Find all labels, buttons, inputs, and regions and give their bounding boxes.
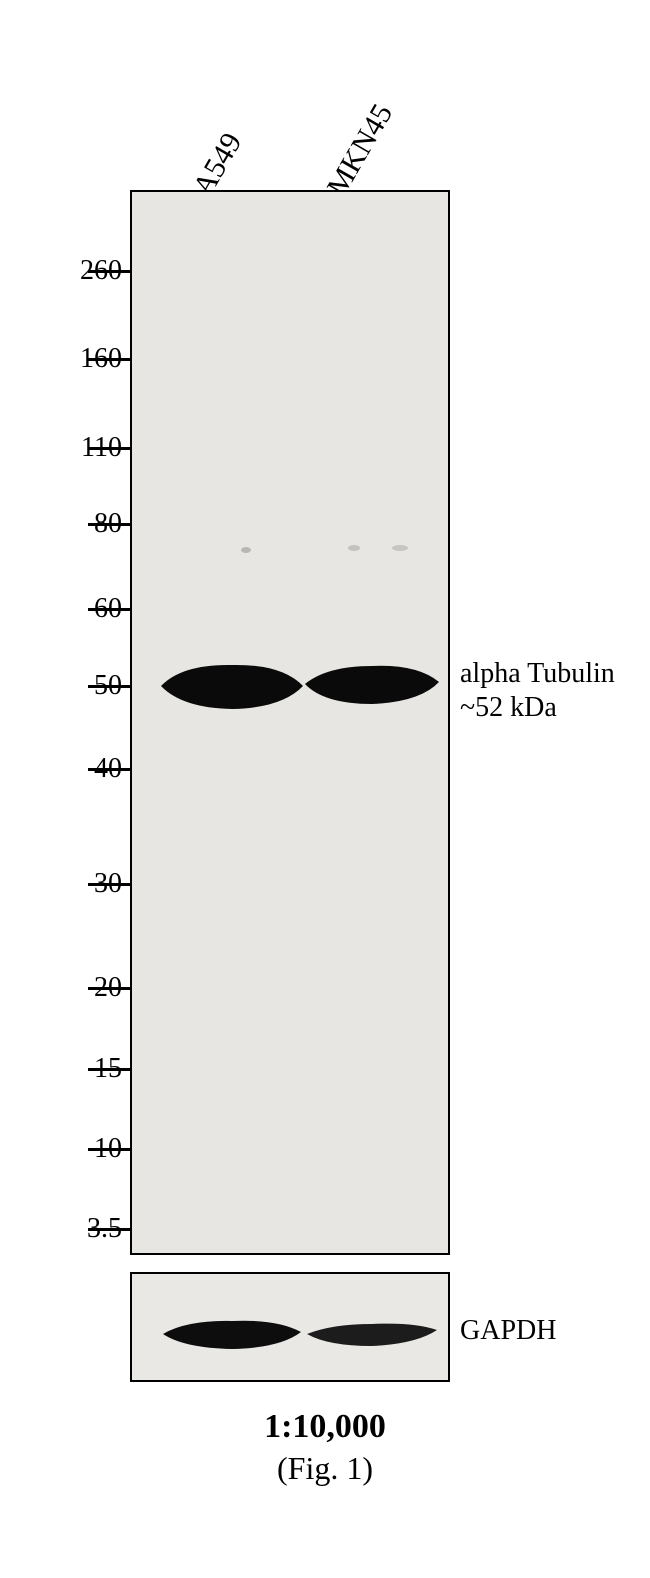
caption-dilution: 1:10,000 bbox=[0, 1408, 650, 1446]
mw-tick-160 bbox=[88, 358, 130, 361]
target-label-line2: ~52 kDa bbox=[460, 690, 557, 725]
mw-tick-80 bbox=[88, 523, 130, 526]
mw-tick-110 bbox=[88, 447, 130, 450]
mw-tick-40 bbox=[88, 768, 130, 771]
mw-tick-3p5 bbox=[88, 1228, 130, 1231]
target-label-line1: alpha Tubulin bbox=[460, 656, 615, 691]
mw-tick-15 bbox=[88, 1068, 130, 1071]
main-blot-bands bbox=[132, 192, 452, 1257]
mw-tick-260 bbox=[88, 270, 130, 273]
western-blot-figure: A549 MKN45 260 160 110 80 60 bbox=[0, 20, 650, 1560]
mw-tick-50 bbox=[88, 685, 130, 688]
gapdh-label: GAPDH bbox=[460, 1313, 556, 1348]
mw-tick-60 bbox=[88, 608, 130, 611]
lane-label-mkn45: MKN45 bbox=[321, 98, 400, 202]
gapdh-bands bbox=[132, 1274, 452, 1384]
gapdh-blot-panel bbox=[130, 1272, 450, 1382]
mw-tick-10 bbox=[88, 1148, 130, 1151]
main-blot-panel bbox=[130, 190, 450, 1255]
mw-tick-20 bbox=[88, 987, 130, 990]
caption-fig: (Fig. 1) bbox=[0, 1450, 650, 1487]
mw-tick-30 bbox=[88, 883, 130, 886]
